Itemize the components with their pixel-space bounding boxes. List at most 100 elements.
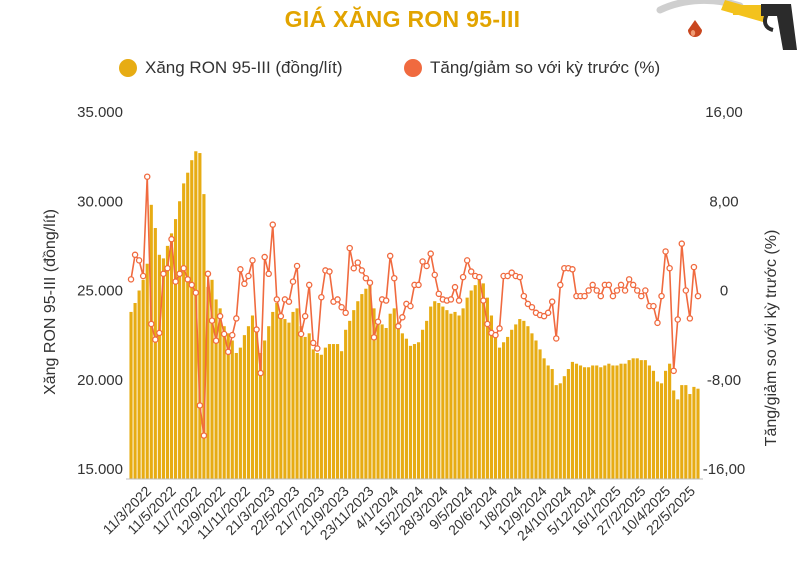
- price-bar: [275, 303, 279, 479]
- change-point: [305, 281, 313, 289]
- chart-title: GIÁ XĂNG RON 95-III: [284, 6, 521, 32]
- price-bar: [445, 310, 449, 479]
- price-bar: [202, 194, 206, 480]
- fuel-nozzle-icon: [656, 0, 797, 50]
- change-point: [148, 320, 155, 328]
- price-bar: [137, 290, 141, 479]
- price-bar: [384, 327, 388, 479]
- price-bar: [688, 394, 692, 479]
- price-bar: [469, 290, 473, 479]
- price-bar: [611, 365, 615, 479]
- change-point: [261, 253, 268, 261]
- change-point: [350, 264, 358, 272]
- change-point: [318, 293, 325, 301]
- price-bar: [283, 319, 287, 479]
- legend-marker-gasoline: [119, 59, 137, 77]
- legend-label-gasoline: Xăng RON 95-III (đồng/lít): [145, 58, 343, 77]
- change-point: [447, 296, 455, 303]
- price-bar: [186, 172, 190, 479]
- change-point: [184, 276, 191, 283]
- change-point: [253, 326, 260, 333]
- change-point: [524, 300, 532, 308]
- price-bar: [643, 360, 647, 479]
- change-point: [467, 268, 475, 275]
- price-bar: [259, 352, 263, 479]
- y-right-tick-label: 8,00: [709, 193, 738, 210]
- price-bar: [465, 297, 469, 479]
- price-bar: [583, 367, 587, 479]
- price-bar: [368, 283, 372, 479]
- change-point: [164, 264, 171, 272]
- price-bar: [129, 311, 133, 479]
- price-bar: [307, 333, 311, 479]
- y-left-tick-label: 25.000: [77, 283, 123, 300]
- price-bar: [631, 358, 635, 479]
- price-bar: [408, 345, 413, 479]
- change-point: [152, 336, 159, 343]
- change-point: [131, 251, 139, 259]
- change-point: [585, 287, 592, 294]
- change-point: [581, 292, 588, 300]
- change-point: [431, 271, 438, 279]
- change-point: [666, 264, 673, 272]
- change-point: [212, 337, 220, 344]
- price-bar: [331, 344, 336, 479]
- change-point: [176, 270, 183, 278]
- price-bar: [246, 326, 251, 479]
- price-bar: [461, 308, 465, 479]
- price-bar: [372, 308, 376, 479]
- price-bar: [489, 315, 494, 479]
- change-point: [621, 287, 629, 294]
- price-bar: [429, 306, 433, 479]
- change-point: [617, 281, 625, 289]
- price-bar: [619, 363, 623, 479]
- price-bar: [664, 370, 668, 479]
- price-bar: [485, 297, 489, 479]
- price-bar: [639, 360, 643, 479]
- price-bar: [655, 381, 660, 479]
- change-point: [520, 292, 528, 300]
- legend-label-change: Tăng/giảm so với kỳ trước (%): [430, 58, 661, 77]
- change-point: [625, 276, 633, 283]
- price-bar: [344, 329, 348, 479]
- change-point: [544, 309, 552, 317]
- legend-item-gasoline-price[interactable]: Xăng RON 95-III (đồng/lít): [119, 58, 342, 78]
- legend-item-change-percent[interactable]: Tăng/giảm so với kỳ trước (%): [404, 58, 660, 78]
- price-bar: [210, 279, 214, 479]
- change-point: [314, 345, 321, 352]
- change-point: [362, 274, 370, 282]
- price-bar: [356, 301, 360, 479]
- price-bar: [340, 351, 344, 479]
- price-bar: [242, 335, 246, 480]
- price-bar: [510, 329, 514, 479]
- price-bar: [477, 279, 481, 479]
- price-bar: [352, 310, 356, 479]
- change-point: [269, 221, 277, 228]
- change-point: [662, 248, 669, 255]
- change-point: [476, 273, 483, 281]
- price-bar: [287, 322, 291, 479]
- change-point: [670, 367, 677, 375]
- change-point: [237, 266, 244, 273]
- price-bar: [364, 288, 368, 479]
- change-point: [289, 278, 297, 285]
- price-bar: [263, 340, 267, 479]
- change-point: [143, 173, 151, 180]
- y-right-tick-label: 0: [720, 283, 728, 300]
- y-right-tick-label: -16,00: [703, 461, 746, 478]
- price-bar: [238, 347, 242, 479]
- change-point: [686, 315, 694, 322]
- price-bar: [550, 369, 554, 479]
- change-point: [597, 292, 605, 300]
- price-bar: [570, 361, 575, 479]
- change-point: [192, 289, 200, 296]
- price-bar: [497, 347, 502, 479]
- change-point: [310, 339, 317, 347]
- price-bar: [323, 347, 327, 479]
- change-point: [249, 257, 256, 264]
- price-bar: [218, 308, 222, 479]
- change-point: [370, 334, 378, 341]
- price-bar: [198, 153, 202, 479]
- change-point: [569, 266, 576, 273]
- price-bar: [554, 385, 558, 479]
